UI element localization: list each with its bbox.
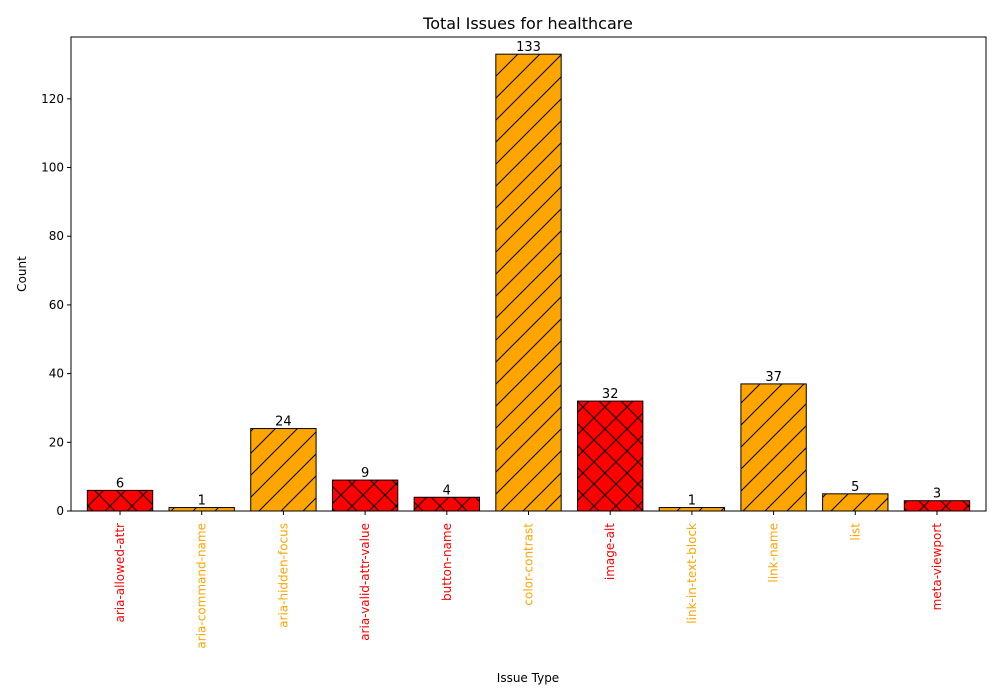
- data-label-aria-command-name: 1: [198, 494, 206, 509]
- x-tick-label-list: list: [848, 523, 862, 541]
- y-tick-label: 0: [56, 504, 64, 518]
- data-label-list: 5: [851, 480, 859, 495]
- data-label-aria-allowed-attr: 6: [116, 476, 124, 491]
- y-tick-label: 120: [41, 92, 64, 106]
- y-axis-title: Count: [15, 256, 29, 292]
- bar-hatch-button-name: [413, 496, 480, 512]
- y-axis-ticks: 0 20 40 60 80 100 120: [41, 92, 71, 518]
- data-label-link-name: 37: [765, 370, 782, 385]
- data-label-aria-valid-attr-value: 9: [361, 466, 369, 481]
- y-tick-label: 40: [49, 367, 64, 381]
- data-label-color-contrast: 133: [516, 40, 541, 55]
- x-tick-label-link-name: link-name: [767, 523, 781, 583]
- data-label-image-alt: 32: [602, 387, 619, 402]
- chart-title: Total Issues for healthcare: [422, 14, 633, 33]
- y-tick-label: 80: [49, 229, 64, 243]
- data-label-link-in-text-block: 1: [688, 494, 696, 509]
- y-tick-label: 60: [49, 298, 64, 312]
- x-axis-title: Issue Type: [497, 671, 559, 685]
- bar-hatch-meta-viewport: [903, 500, 971, 512]
- bar-hatch-link-name: [740, 383, 807, 512]
- x-tick-label-link-in-text-block: link-in-text-block: [685, 523, 699, 624]
- bar-hatch-list: [822, 493, 889, 512]
- x-axis-ticks: aria-allowed-attr aria-command-name aria-h…: [113, 511, 944, 649]
- bar-hatch-aria-allowed-attr: [86, 489, 154, 512]
- y-tick-label: 100: [41, 161, 64, 175]
- x-tick-label-aria-valid-attr-value: aria-valid-attr-value: [358, 523, 372, 641]
- bar-hatch-color-contrast: [495, 53, 562, 512]
- data-label-aria-hidden-focus: 24: [275, 415, 292, 430]
- bars-group: [86, 53, 971, 512]
- x-tick-label-aria-command-name: aria-command-name: [195, 523, 209, 649]
- x-tick-label-aria-allowed-attr: aria-allowed-attr: [113, 523, 127, 623]
- data-labels-group: 6 1 24 9 4 133 32 1 37 5 3: [116, 40, 941, 508]
- x-tick-label-meta-viewport: meta-viewport: [930, 523, 944, 611]
- data-label-button-name: 4: [443, 483, 451, 498]
- plot-frame: [70, 36, 987, 512]
- x-tick-label-button-name: button-name: [440, 523, 454, 601]
- x-tick-label-image-alt: image-alt: [603, 523, 617, 580]
- bar-hatch-aria-hidden-focus: [250, 428, 317, 512]
- bar-hatch-aria-valid-attr-value: [331, 479, 399, 512]
- y-tick-label: 20: [49, 435, 64, 449]
- data-label-meta-viewport: 3: [933, 487, 941, 502]
- bar-hatch-image-alt: [577, 400, 644, 512]
- x-tick-label-color-contrast: color-contrast: [522, 523, 536, 606]
- x-tick-label-aria-hidden-focus: aria-hidden-focus: [276, 523, 290, 628]
